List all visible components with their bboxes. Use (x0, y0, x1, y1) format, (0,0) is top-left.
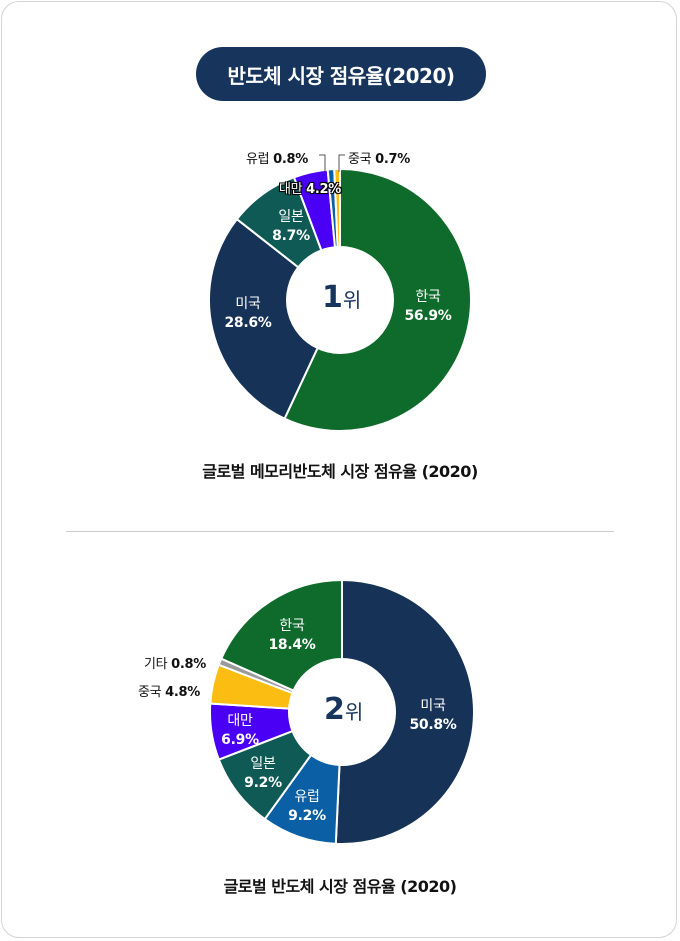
rank-suffix: 위 (344, 700, 364, 724)
label-taiwan: 대만 6.9% (215, 712, 265, 750)
label-value: 0.8% (171, 657, 207, 672)
chart-caption-2: 글로벌 반도체 시장 점유율 (2020) (223, 877, 457, 896)
label-other: 기타 0.8% (144, 653, 206, 672)
slice-korea (219, 578, 343, 692)
label-value: 9.2% (288, 808, 326, 824)
label-name: 기타 (144, 657, 168, 672)
label-taiwan: 대만 4.2% (279, 178, 341, 197)
label-name: 한국 (415, 289, 441, 305)
slice-usa (208, 217, 319, 421)
rank-number: 2 (324, 692, 345, 727)
europe-leader-line (319, 154, 326, 172)
label-value: 56.9% (404, 308, 452, 324)
rank-suffix: 위 (342, 288, 362, 312)
slice-usa (334, 578, 475, 845)
label-name: 일본 (278, 209, 304, 225)
label-name: 유럽 (246, 152, 270, 167)
label-value: 4.8% (165, 685, 201, 700)
rank-number: 1 (322, 280, 343, 315)
label-europe: 유럽 0.8% (246, 148, 308, 167)
label-name: 대만 (227, 713, 253, 729)
chart-caption-1: 글로벌 메모리반도체 시장 점유율 (2020) (202, 462, 478, 481)
label-value: 18.4% (268, 637, 316, 653)
label-name: 일본 (250, 756, 276, 772)
label-value: 4.2% (306, 182, 342, 197)
label-usa: 미국 50.8% (404, 697, 462, 735)
label-china: 중국 0.7% (348, 148, 410, 167)
label-value: 50.8% (409, 717, 457, 733)
memory-share-donut (208, 167, 472, 432)
label-value: 6.9% (221, 732, 259, 748)
label-china: 중국 4.8% (138, 681, 200, 700)
label-usa: 미국 28.6% (220, 295, 276, 333)
label-value: 0.8% (273, 152, 309, 167)
page-title: 반도체 시장 점유율(2020) (196, 47, 486, 101)
label-japan: 일본 8.7% (266, 208, 316, 246)
label-value: 28.6% (224, 315, 272, 331)
label-korea: 한국 18.4% (264, 617, 320, 655)
label-korea: 한국 56.9% (400, 288, 456, 326)
slice-china (333, 167, 341, 249)
section-divider (66, 531, 614, 532)
slice-korea (283, 167, 472, 432)
china-leader-line (338, 154, 345, 172)
label-europe: 유럽 9.2% (282, 788, 332, 826)
semiconductor-share-donut (209, 578, 475, 845)
label-name: 유럽 (294, 789, 320, 805)
label-name: 대만 (279, 182, 303, 197)
label-name: 중국 (138, 685, 162, 700)
label-name: 미국 (420, 698, 446, 714)
label-name: 한국 (279, 618, 305, 634)
label-japan: 일본 9.2% (238, 755, 288, 793)
label-name: 미국 (235, 296, 261, 312)
label-name: 중국 (348, 152, 372, 167)
label-value: 9.2% (244, 775, 282, 791)
label-value: 8.7% (272, 228, 310, 244)
label-value: 0.7% (375, 152, 411, 167)
